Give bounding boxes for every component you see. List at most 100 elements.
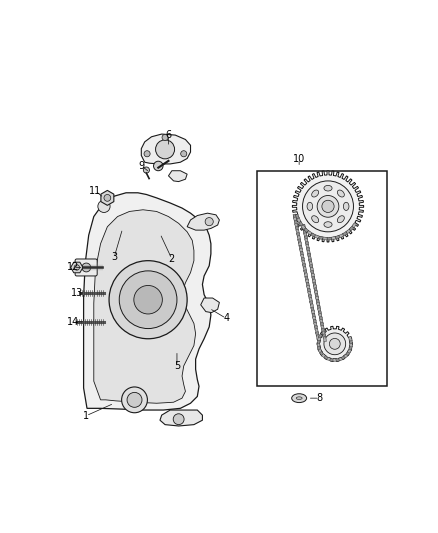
Bar — [304, 236, 308, 241]
Bar — [321, 325, 325, 330]
Polygon shape — [71, 262, 83, 273]
Bar — [315, 293, 318, 298]
Bar — [304, 273, 308, 278]
Polygon shape — [141, 134, 191, 164]
Text: 5: 5 — [174, 361, 180, 371]
Bar — [297, 218, 301, 223]
Bar — [333, 359, 337, 361]
Bar — [349, 226, 354, 231]
Circle shape — [205, 217, 213, 225]
Bar — [306, 244, 309, 249]
Bar — [317, 337, 321, 342]
Bar — [320, 319, 323, 325]
Text: 4: 4 — [223, 313, 229, 324]
Text: 12: 12 — [67, 262, 80, 272]
Bar — [323, 237, 327, 240]
Bar — [307, 285, 310, 290]
Bar — [309, 262, 313, 267]
Bar — [307, 230, 312, 235]
Text: 13: 13 — [71, 288, 83, 298]
Bar — [317, 346, 321, 351]
Circle shape — [181, 151, 187, 157]
Bar — [319, 317, 323, 321]
Bar — [300, 248, 303, 253]
Bar — [308, 295, 312, 300]
Bar — [302, 224, 306, 229]
Circle shape — [303, 181, 353, 232]
Bar — [320, 322, 324, 327]
Circle shape — [104, 195, 111, 201]
Bar — [336, 358, 340, 361]
Bar — [350, 340, 353, 344]
Circle shape — [119, 271, 177, 328]
Bar — [330, 358, 334, 361]
Bar — [304, 233, 307, 238]
Bar — [341, 356, 346, 360]
Polygon shape — [187, 213, 219, 230]
Bar — [308, 259, 312, 264]
Bar — [315, 296, 319, 302]
Ellipse shape — [312, 190, 319, 197]
Circle shape — [144, 151, 150, 157]
Bar — [314, 322, 317, 328]
Ellipse shape — [307, 203, 313, 211]
Circle shape — [322, 200, 334, 213]
Circle shape — [317, 196, 339, 217]
Bar — [313, 319, 317, 325]
Bar — [327, 237, 331, 240]
Bar — [322, 331, 325, 336]
Bar — [331, 237, 336, 240]
Circle shape — [82, 263, 91, 272]
Bar — [313, 316, 316, 321]
Circle shape — [162, 134, 168, 141]
Polygon shape — [160, 410, 202, 426]
Circle shape — [154, 161, 163, 171]
Bar — [339, 233, 344, 238]
Text: 1: 1 — [83, 411, 89, 421]
Bar — [302, 261, 305, 265]
Ellipse shape — [343, 203, 349, 211]
Text: 10: 10 — [293, 154, 305, 164]
Polygon shape — [201, 298, 219, 313]
Bar — [313, 282, 316, 287]
Bar — [307, 253, 311, 258]
Text: 14: 14 — [67, 317, 80, 327]
Bar — [301, 225, 306, 230]
Bar — [305, 279, 309, 284]
Bar — [294, 220, 298, 225]
Bar — [348, 336, 352, 341]
Ellipse shape — [312, 216, 319, 223]
Polygon shape — [94, 210, 196, 403]
Bar — [303, 263, 306, 269]
Polygon shape — [101, 190, 114, 205]
Bar — [311, 273, 315, 278]
Circle shape — [155, 140, 175, 159]
Bar — [308, 256, 311, 261]
Circle shape — [98, 200, 110, 213]
Bar — [314, 288, 318, 293]
Circle shape — [74, 265, 80, 270]
Bar — [317, 305, 321, 310]
Circle shape — [122, 387, 148, 413]
Bar — [295, 227, 299, 231]
Bar — [299, 245, 303, 250]
Bar — [346, 229, 351, 233]
Bar — [350, 343, 353, 347]
Circle shape — [324, 333, 346, 354]
Bar — [318, 349, 322, 353]
Circle shape — [143, 167, 149, 173]
Bar — [315, 332, 319, 337]
Bar — [318, 236, 323, 240]
Bar — [317, 340, 320, 344]
FancyBboxPatch shape — [75, 259, 97, 276]
Bar — [322, 334, 326, 339]
Bar — [298, 242, 302, 247]
Bar — [304, 228, 309, 232]
Bar — [349, 345, 353, 350]
Bar — [347, 348, 352, 353]
Bar — [305, 276, 308, 281]
Bar — [309, 297, 313, 303]
Circle shape — [134, 286, 162, 314]
Text: 2: 2 — [169, 254, 175, 264]
Bar — [304, 270, 307, 275]
